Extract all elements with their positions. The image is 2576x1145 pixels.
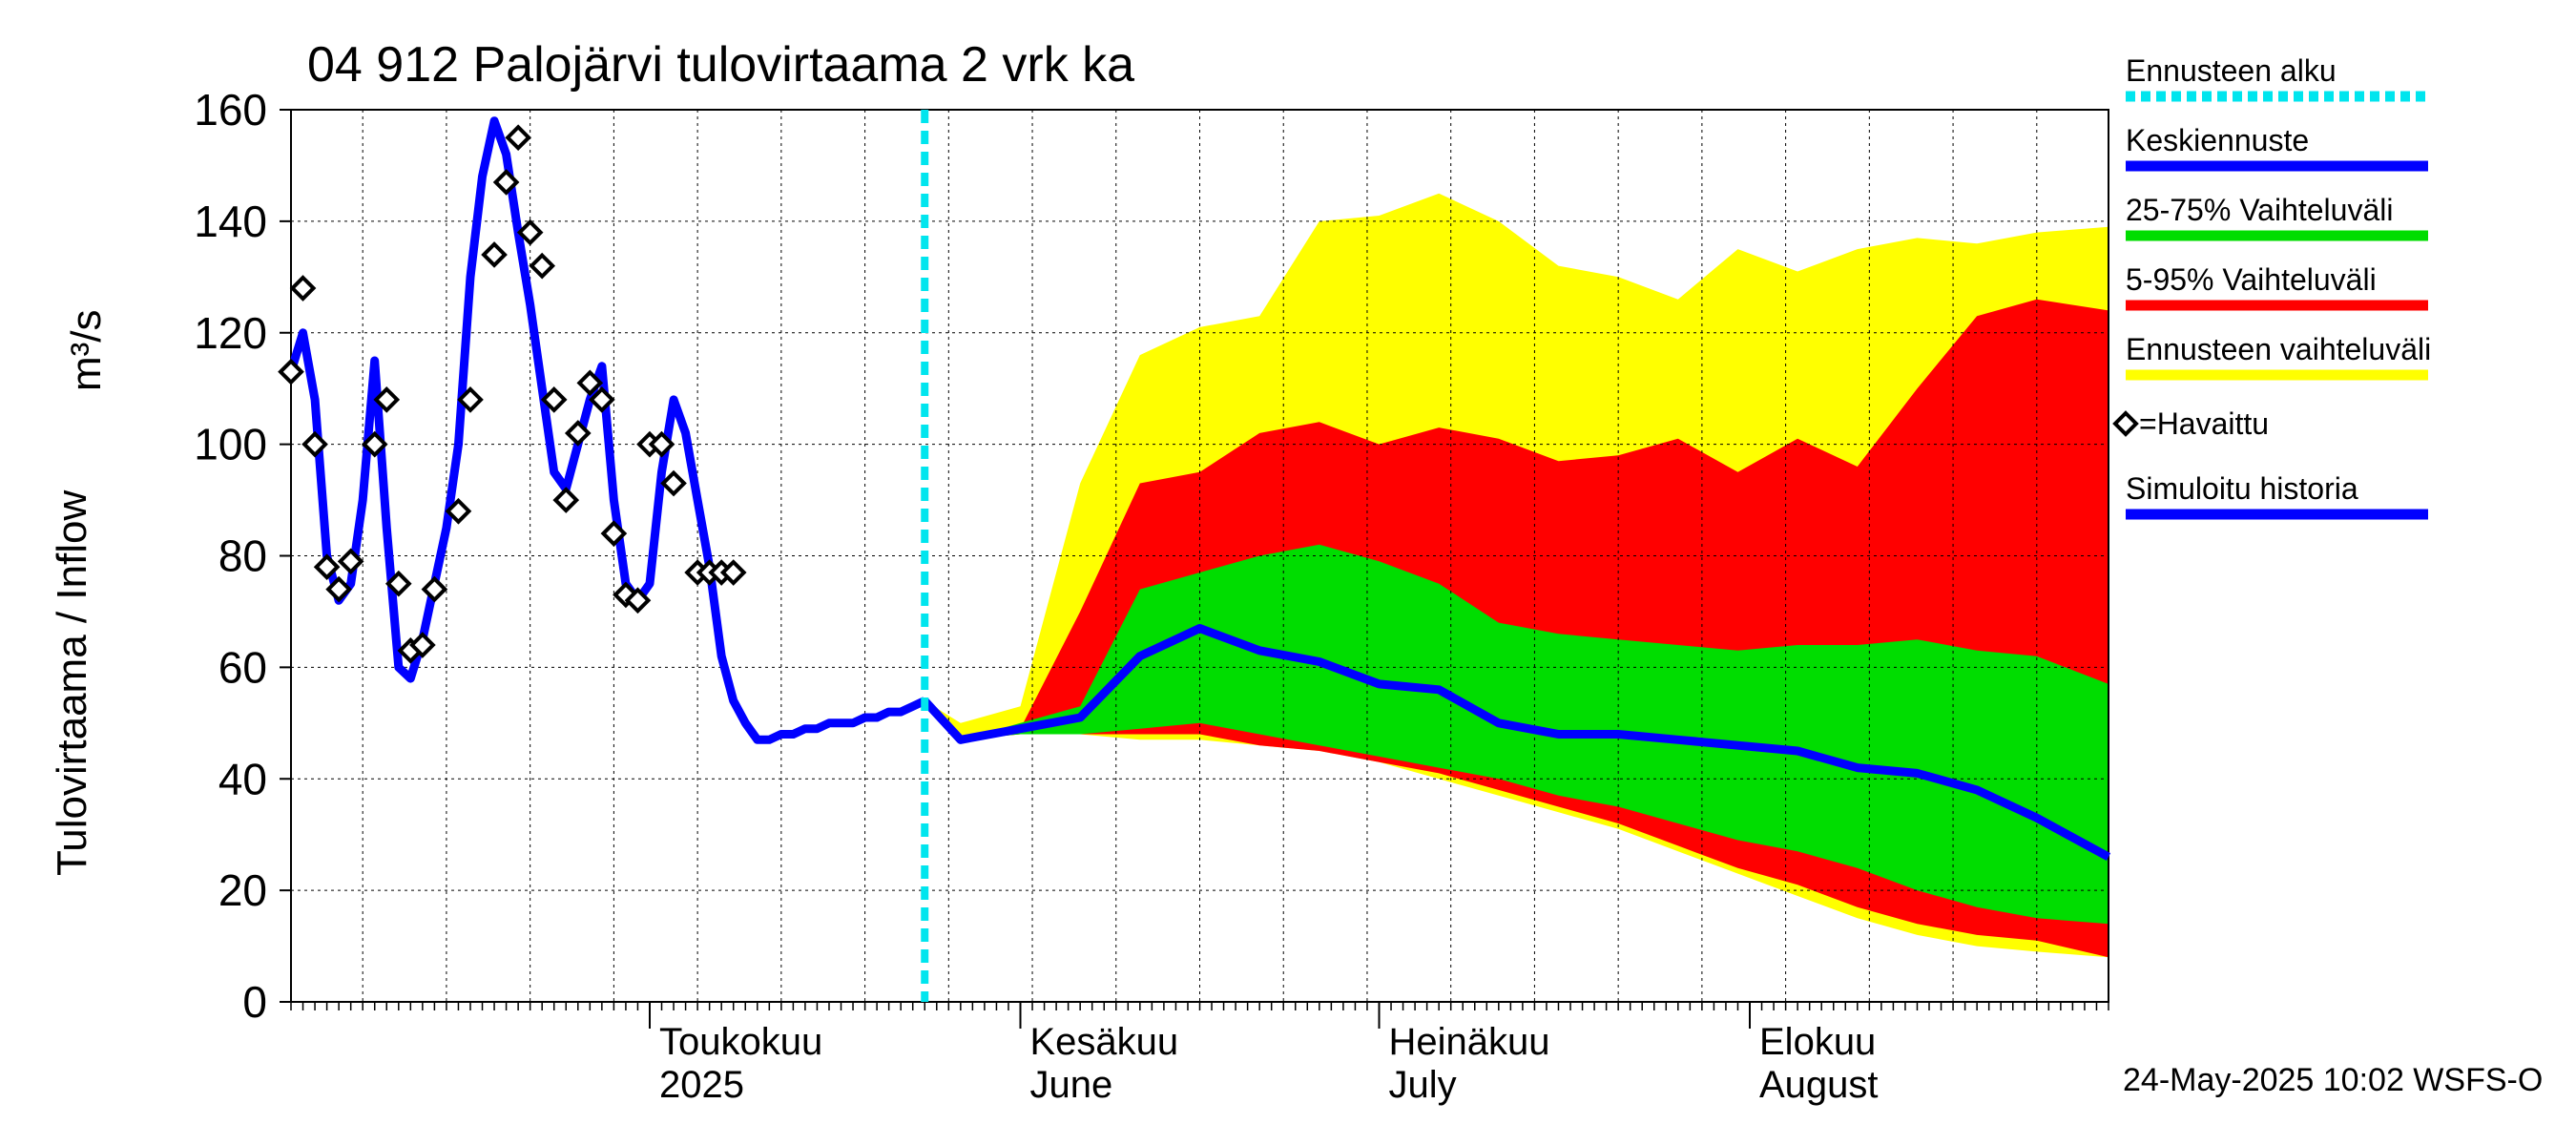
observed-point [660,469,687,497]
legend-label: =Havaittu [2139,406,2269,441]
observed-point [600,520,628,547]
observed-point [648,430,675,458]
x-month-sublabel: 2025 [659,1064,744,1106]
chart-title: 04 912 Palojärvi tulovirtaama 2 vrk ka [307,37,1134,93]
footer-timestamp: 24-May-2025 10:02 WSFS-O [2123,1062,2543,1098]
y-tick-label: 20 [218,865,267,915]
x-month-label: Heinäkuu [1388,1021,1549,1063]
x-month-sublabel: August [1759,1064,1879,1106]
legend-label: 25-75% Vaihteluväli [2126,193,2393,227]
y-tick-label: 60 [218,642,267,692]
observed-point [445,497,472,525]
legend-label: Ennusteen vaihteluväli [2126,332,2431,366]
y-tick-label: 140 [194,197,267,246]
observed-point [516,219,544,246]
observed-point [289,275,317,302]
x-month-sublabel: July [1388,1064,1456,1106]
observed-point [325,575,352,603]
observed-point [492,169,520,196]
band-layer [924,193,2109,958]
series-lines [286,110,2111,1002]
x-month-label: Toukokuu [659,1021,822,1063]
observed-point [719,559,747,586]
observed-point [337,548,364,575]
y-tick-label: 80 [218,531,267,581]
y-tick-label: 120 [194,308,267,358]
y-tick-label: 0 [242,977,267,1027]
legend-label: 5-95% Vaihteluväli [2126,262,2377,297]
simulated-history-line [286,116,927,744]
observed-point [421,575,448,603]
x-month-label: Elokuu [1759,1021,1876,1063]
legend-label: Ennusteen alku [2126,53,2337,88]
y-axis-label: Tulovirtaama / Inflow [49,489,95,876]
observed-point [384,570,412,597]
observed-point [540,386,568,413]
y-tick-label: 40 [218,754,267,803]
observed-point [564,420,592,447]
observed-point [361,430,388,458]
observed-point [373,386,401,413]
grid-lines [291,109,2109,1003]
observed-point [589,386,615,413]
observed-point [552,487,580,513]
observed-point [313,553,341,581]
observed-point [278,358,304,385]
observed-point [409,632,436,658]
x-month-sublabel: June [1030,1064,1113,1106]
y-tick-label: 160 [194,85,267,135]
observed-point [624,587,652,614]
observed-point [481,241,508,268]
y-axis-unit: m³/s [63,309,110,391]
legend-label: Keskiennuste [2126,123,2309,157]
x-month-label: Kesäkuu [1030,1021,1179,1063]
legend: Ennusteen alku Keskiennuste 25-75% Vaihtel… [2112,53,2431,520]
legend-label: Simuloitu historia [2126,471,2358,506]
y-tick-label: 100 [194,420,267,469]
observed-point [457,386,484,413]
legend-observed-marker [2112,410,2139,437]
median-forecast-line [921,624,2111,862]
observed-point [301,430,328,458]
observed-markers [278,124,747,664]
observed-point [505,124,531,152]
observed-point [529,252,556,280]
observed-point [576,369,604,397]
